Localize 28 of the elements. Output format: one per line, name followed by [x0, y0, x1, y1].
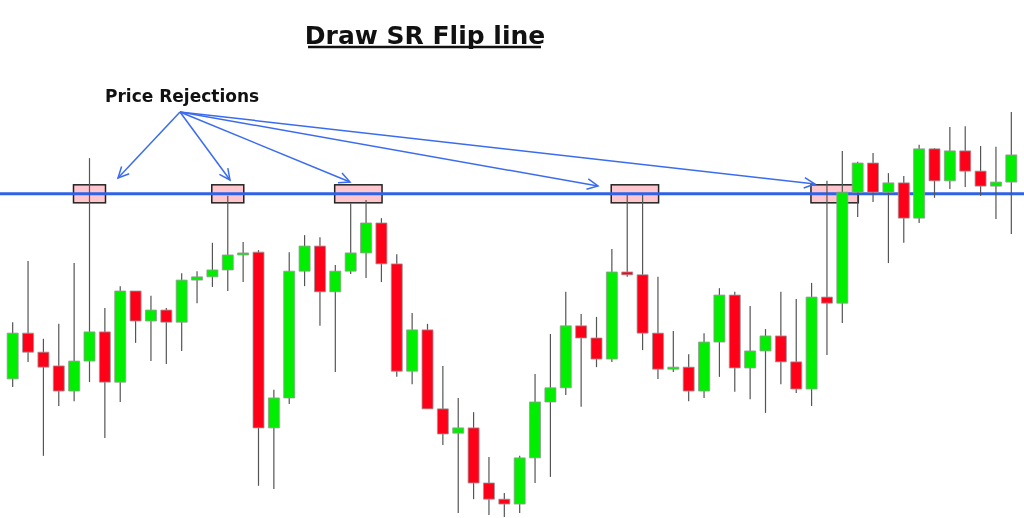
- text: Price Rejections: [105, 86, 260, 106]
- candlestick: [959, 125, 972, 188]
- chart-title: Draw SR Flip line: [304, 21, 546, 51]
- candlestick: [667, 330, 680, 373]
- candlestick: [590, 316, 603, 368]
- candlestick: [575, 313, 588, 408]
- candlestick: [759, 328, 772, 414]
- candlestick: [990, 146, 1002, 220]
- candlestick: [744, 305, 757, 400]
- candlestick: [974, 145, 987, 197]
- candlestick: [221, 195, 234, 292]
- candlestick: [237, 241, 250, 283]
- candlestick: [483, 456, 495, 516]
- candlestick: [22, 260, 34, 363]
- candlestick: [621, 194, 634, 278]
- candlestick: [452, 397, 465, 514]
- candlestick: [821, 180, 833, 356]
- candlestick: [145, 295, 157, 362]
- candlestick: [882, 172, 895, 264]
- candlestick: [37, 338, 50, 457]
- candlestick: [498, 492, 511, 518]
- candlestick: [329, 264, 342, 373]
- candlestick: [191, 270, 203, 304]
- candlestick: [344, 202, 357, 275]
- candlestick: [160, 307, 173, 365]
- candlestick: [544, 333, 557, 478]
- candlestick: [206, 242, 219, 288]
- candlestick: [682, 353, 695, 402]
